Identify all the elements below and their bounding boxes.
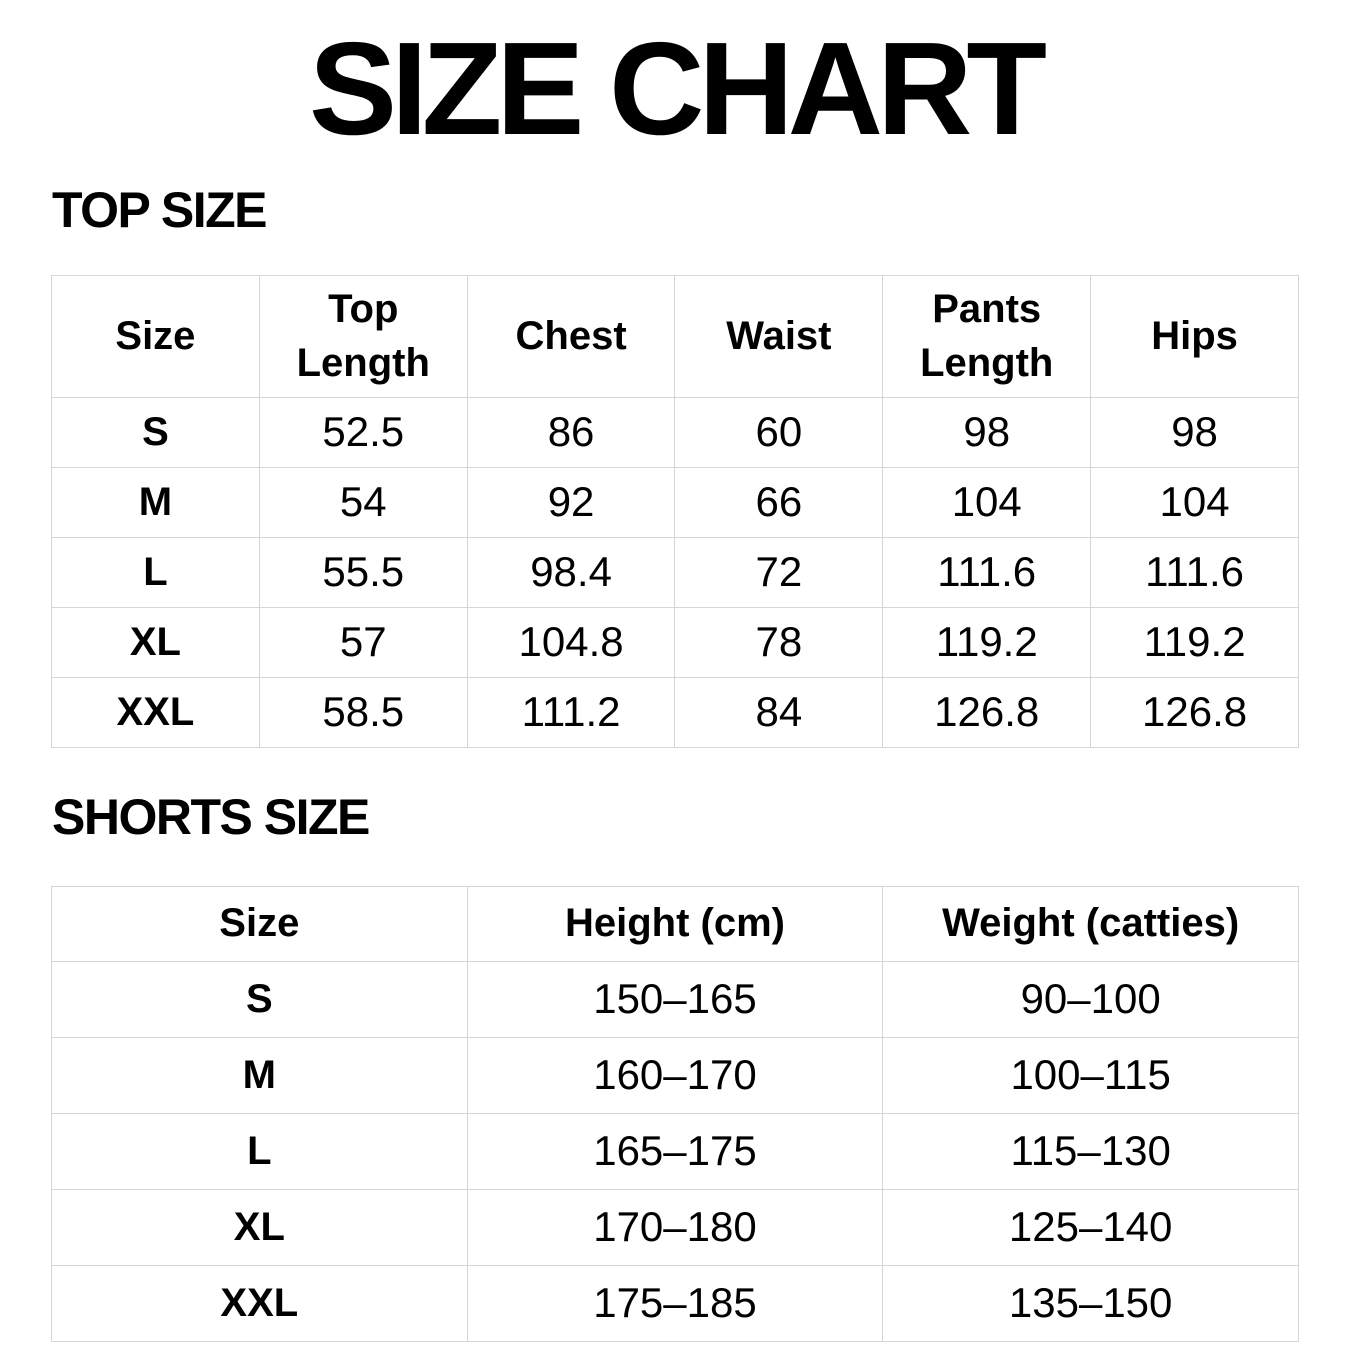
table-cell: M xyxy=(51,466,260,538)
table-cell: S xyxy=(51,396,260,468)
table-row: L 165–175 115–130 xyxy=(51,1112,1299,1190)
table-cell: XXL xyxy=(51,676,260,748)
table-cell: 104 xyxy=(882,466,1092,538)
table-cell: 100–115 xyxy=(882,1036,1299,1114)
column-header-hips: Hips xyxy=(1090,274,1299,398)
table-cell: 175–185 xyxy=(466,1264,884,1342)
table-cell: 119.2 xyxy=(882,606,1092,678)
table-cell: 170–180 xyxy=(466,1188,884,1266)
table-row: S 52.5 86 60 98 98 xyxy=(51,396,1299,468)
table-row: XL 57 104.8 78 119.2 119.2 xyxy=(51,606,1299,678)
table-cell: 78 xyxy=(674,606,884,678)
table-cell: 119.2 xyxy=(1090,606,1299,678)
top-size-heading: TOP SIZE xyxy=(52,181,268,238)
table-row: M 54 92 66 104 104 xyxy=(51,466,1299,538)
table-cell: 104.8 xyxy=(466,606,676,678)
top-size-table: Size Top Length Chest Waist Pants Length… xyxy=(51,274,1299,748)
column-header-pants-length: Pants Length xyxy=(882,274,1092,398)
table-cell: L xyxy=(51,536,260,608)
page-title: SIZE CHART xyxy=(309,15,1047,162)
table-cell: 150–165 xyxy=(466,960,884,1038)
table-row: M 160–170 100–115 xyxy=(51,1036,1299,1114)
table-cell: 60 xyxy=(674,396,884,468)
top-table-header-row: Size Top Length Chest Waist Pants Length… xyxy=(51,274,1299,398)
column-header-size: Size xyxy=(51,885,468,962)
table-cell: 72 xyxy=(674,536,884,608)
table-cell: 55.5 xyxy=(258,536,468,608)
shorts-table-header-row: Size Height (cm) Weight (catties) xyxy=(51,885,1299,962)
table-cell: 57 xyxy=(258,606,468,678)
table-cell: 52.5 xyxy=(258,396,468,468)
shorts-size-table: Size Height (cm) Weight (catties) S 150–… xyxy=(51,885,1299,1342)
column-header-top-length: Top Length xyxy=(258,274,468,398)
table-cell: 98 xyxy=(1090,396,1299,468)
table-cell: M xyxy=(51,1036,468,1114)
table-cell: 92 xyxy=(466,466,676,538)
table-cell: XXL xyxy=(51,1264,468,1342)
column-header-chest: Chest xyxy=(466,274,676,398)
table-cell: 126.8 xyxy=(882,676,1092,748)
table-cell: 86 xyxy=(466,396,676,468)
column-header-waist: Waist xyxy=(674,274,884,398)
table-cell: 111.6 xyxy=(882,536,1092,608)
table-cell: 98.4 xyxy=(466,536,676,608)
table-cell: 54 xyxy=(258,466,468,538)
table-row: XL 170–180 125–140 xyxy=(51,1188,1299,1266)
table-cell: 160–170 xyxy=(466,1036,884,1114)
table-cell: XL xyxy=(51,606,260,678)
table-cell: 165–175 xyxy=(466,1112,884,1190)
table-cell: 58.5 xyxy=(258,676,468,748)
column-header-size: Size xyxy=(51,274,260,398)
table-cell: 126.8 xyxy=(1090,676,1299,748)
table-cell: 66 xyxy=(674,466,884,538)
table-row: XXL 58.5 111.2 84 126.8 126.8 xyxy=(51,676,1299,748)
table-cell: XL xyxy=(51,1188,468,1266)
table-cell: L xyxy=(51,1112,468,1190)
table-row: XXL 175–185 135–150 xyxy=(51,1264,1299,1342)
column-header-height: Height (cm) xyxy=(466,885,884,962)
table-cell: S xyxy=(51,960,468,1038)
table-cell: 125–140 xyxy=(882,1188,1299,1266)
table-cell: 111.6 xyxy=(1090,536,1299,608)
shorts-size-heading: SHORTS SIZE xyxy=(52,788,370,845)
table-cell: 135–150 xyxy=(882,1264,1299,1342)
table-cell: 115–130 xyxy=(882,1112,1299,1190)
table-row: S 150–165 90–100 xyxy=(51,960,1299,1038)
table-cell: 104 xyxy=(1090,466,1299,538)
table-row: L 55.5 98.4 72 111.6 111.6 xyxy=(51,536,1299,608)
column-header-weight: Weight (catties) xyxy=(882,885,1299,962)
table-cell: 90–100 xyxy=(882,960,1299,1038)
table-cell: 111.2 xyxy=(466,676,676,748)
table-cell: 98 xyxy=(882,396,1092,468)
table-cell: 84 xyxy=(674,676,884,748)
